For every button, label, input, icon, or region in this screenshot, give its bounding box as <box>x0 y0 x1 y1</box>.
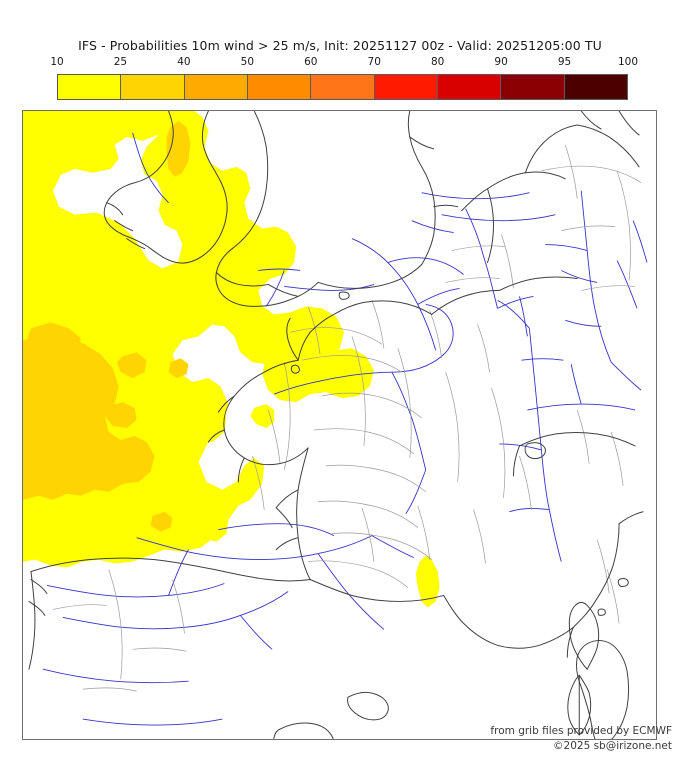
colorbar-gradient-bar <box>57 74 628 100</box>
colorbar-tick-100: 100 <box>617 56 639 68</box>
map-canvas[interactable] <box>22 110 657 740</box>
colorbar-tick-95: 95 <box>557 56 572 68</box>
colorbar-tick-60: 60 <box>304 56 318 68</box>
colorbar-tick-labels: 10 25 40 50 60 70 80 90 95 100 <box>50 56 638 72</box>
colorbar-segment-25-40 <box>121 75 185 99</box>
colorbar-segment-95-100 <box>564 75 627 99</box>
colorbar-segment-70-80 <box>374 75 438 99</box>
colorbar-tick-90: 90 <box>494 56 508 68</box>
colorbar-tick-10: 10 <box>50 56 64 68</box>
colorbar-tick-70: 70 <box>367 56 381 68</box>
coastlines <box>28 111 644 739</box>
colorbar-tick-80: 80 <box>430 56 445 68</box>
colorbar: 10 25 40 50 60 70 80 90 95 100 <box>50 56 638 100</box>
map-vector-layer <box>23 111 648 739</box>
admin-boundaries <box>52 144 642 692</box>
river-network <box>42 132 648 726</box>
colorbar-segment-10-25 <box>58 75 122 99</box>
colorbar-segment-50-60 <box>247 75 312 99</box>
page-title: IFS - Probabilities 10m wind > 25 m/s, I… <box>78 38 602 53</box>
colorbar-segment-60-70 <box>311 75 375 99</box>
colorbar-tick-25: 25 <box>113 56 128 68</box>
colorbar-segment-90-95 <box>501 75 565 99</box>
colorbar-segment-40-50 <box>184 75 248 99</box>
copyright-text: ©2025 sb@irizone.net <box>553 739 672 752</box>
colorbar-segment-80-90 <box>437 75 502 99</box>
colorbar-tick-40: 40 <box>177 56 191 68</box>
colorbar-tick-50: 50 <box>240 56 255 68</box>
gulf-of-lion-patch <box>415 555 440 608</box>
probability-layer-25-40 <box>23 120 191 532</box>
